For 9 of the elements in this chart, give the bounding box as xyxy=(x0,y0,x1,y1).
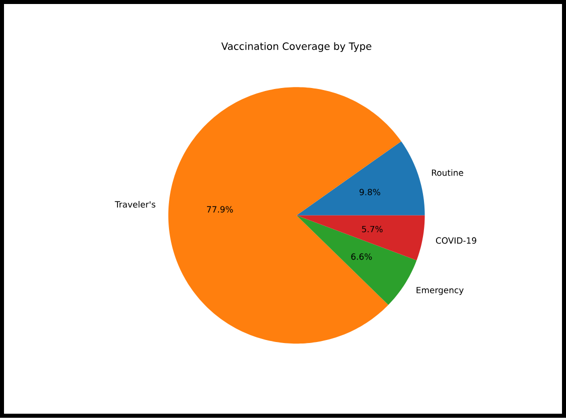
slice-label: Emergency xyxy=(416,287,464,296)
slice-label: COVID-19 xyxy=(436,237,476,244)
data-label: 77.9% xyxy=(206,206,233,213)
data-label: 6.6% xyxy=(351,254,372,260)
data-label: 9.8% xyxy=(360,188,380,196)
data-label: 5.7% xyxy=(362,226,383,232)
chart-title: Vaccination Coverage by Type xyxy=(221,42,372,52)
slice-label: Routine xyxy=(432,169,464,176)
slice-label: Traveler's xyxy=(114,201,156,208)
